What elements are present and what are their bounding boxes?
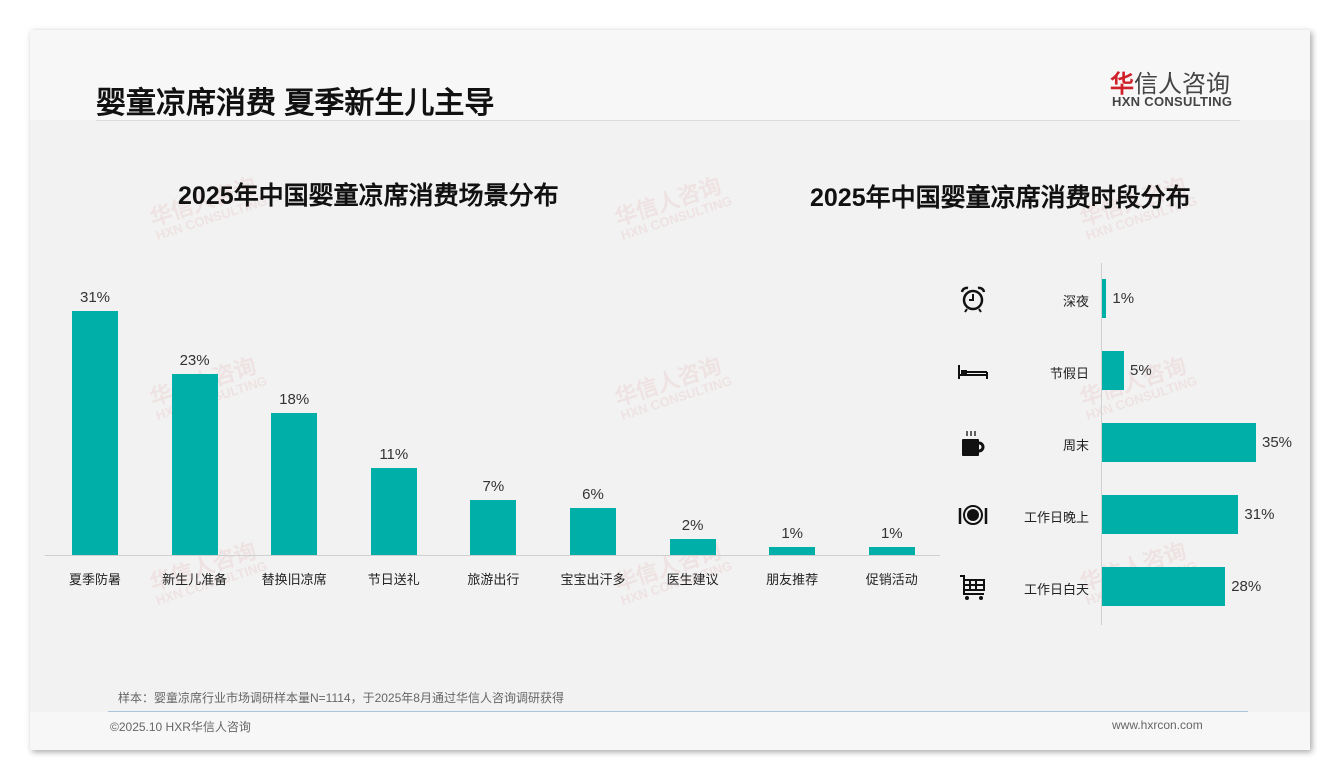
website-url: www.hxrcon.com [1112, 718, 1203, 732]
category-label: 工作日白天 [1023, 582, 1089, 597]
data-label: 6% [582, 485, 604, 503]
category-label: 旅游出行 [467, 572, 520, 587]
data-label: 35% [1262, 434, 1293, 451]
data-label: 1% [880, 525, 903, 543]
x-axis-line [45, 555, 940, 556]
category-label: 朋友推荐 [766, 572, 819, 587]
plate-cutlery-icon [958, 500, 988, 530]
category-label: 新生儿准备 [162, 572, 228, 587]
category-label: 夏季防暑 [68, 572, 121, 587]
header-band [30, 30, 1310, 120]
logo: 华信人咨询 [1110, 64, 1230, 99]
bar-5 [570, 507, 616, 555]
y-axis-line [1101, 263, 1102, 625]
bar-2 [1102, 423, 1256, 462]
bar-1 [171, 373, 218, 555]
logo-red-char: 华 [1110, 71, 1134, 98]
data-label: 31% [1244, 506, 1275, 523]
bar-0 [1102, 279, 1107, 318]
bed-icon [958, 356, 988, 386]
logo-text: 信人咨询 [1134, 71, 1230, 98]
category-label: 节假日 [1049, 366, 1089, 381]
category-label: 促销活动 [865, 572, 918, 587]
category-label: 周末 [1062, 438, 1089, 453]
bar-0 [72, 311, 118, 555]
page-title: 婴童凉席消费 夏季新生儿主导 [96, 87, 495, 120]
data-label: 1% [781, 525, 804, 543]
bar-2 [271, 413, 318, 555]
sample-note: 样本：婴童凉席行业市场调研样本量N=1114，于2025年8月通过华信人咨询调研… [118, 691, 564, 705]
bar-1 [1102, 351, 1124, 390]
shopping-cart-icon [958, 572, 988, 602]
copyright: ©2025.10 HXR华信人咨询 [110, 720, 251, 734]
bar-4 [470, 499, 517, 555]
data-label: 28% [1231, 578, 1262, 595]
category-label: 医生建议 [666, 572, 719, 587]
header-divider [96, 120, 1240, 121]
bar-8 [868, 547, 915, 555]
footer-band [30, 712, 1310, 750]
data-label: 1% [1112, 290, 1135, 307]
bar-6 [669, 539, 716, 555]
slide: 婴童凉席消费 夏季新生儿主导 华信人咨询 HXN CONSULTING 华信人咨… [30, 30, 1310, 750]
data-label: 2% [681, 517, 704, 535]
category-label: 深夜 [1062, 294, 1089, 309]
data-label: 5% [1130, 362, 1152, 379]
category-label: 宝宝出汗多 [560, 572, 626, 587]
data-label: 31% [79, 289, 111, 307]
category-label: 工作日晚上 [1023, 510, 1089, 525]
alarm-clock-icon [958, 284, 988, 314]
bar-3 [1102, 495, 1239, 534]
bar-3 [370, 468, 417, 555]
category-label: 节日送礼 [367, 572, 420, 587]
data-label: 7% [482, 477, 505, 495]
category-label: 替换旧凉席 [261, 572, 327, 587]
right-chart-title: 2025年中国婴童凉席消费时段分布 [810, 184, 1191, 212]
bar-7 [769, 547, 816, 555]
footer-divider [108, 711, 1248, 712]
left-chart-title: 2025年中国婴童凉席消费场景分布 [178, 182, 559, 210]
data-label: 18% [279, 391, 310, 409]
data-label: 23% [179, 351, 210, 369]
bar-4 [1102, 567, 1226, 606]
coffee-mug-icon [958, 428, 988, 458]
logo-en: HXN CONSULTING [1112, 94, 1233, 109]
data-label: 11% [379, 446, 409, 464]
